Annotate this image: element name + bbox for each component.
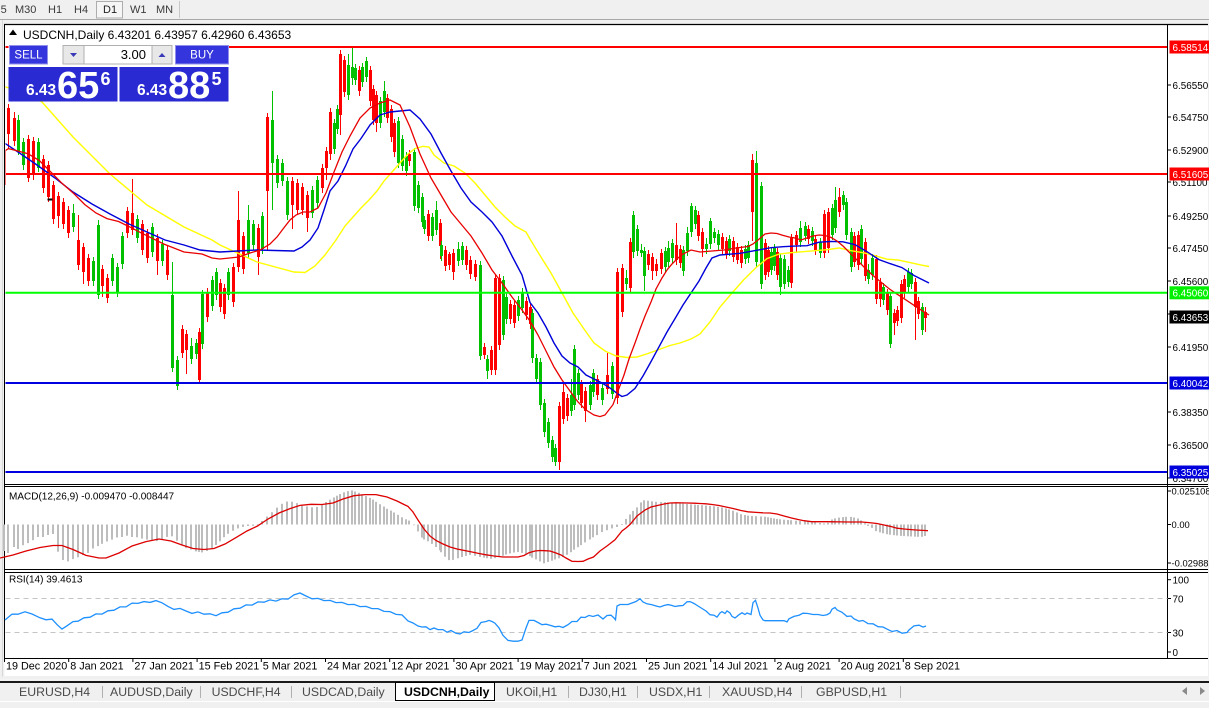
svg-text:6: 6 [101, 69, 111, 89]
svg-text:EURUSD,H4: EURUSD,H4 [19, 685, 90, 699]
svg-text:6.56550: 6.56550 [1173, 81, 1209, 92]
svg-text:6.35025: 6.35025 [1173, 468, 1209, 479]
svg-text:8 Sep 2021: 8 Sep 2021 [905, 661, 960, 673]
svg-text:6.47450: 6.47450 [1173, 244, 1209, 255]
svg-text:24 Mar 2021: 24 Mar 2021 [327, 661, 388, 673]
svg-text:8 Jan 2021: 8 Jan 2021 [70, 661, 123, 673]
svg-text:70: 70 [1173, 594, 1184, 605]
svg-text:6.43: 6.43 [26, 82, 57, 99]
svg-text:XAUUSD,H4: XAUUSD,H4 [722, 685, 793, 699]
svg-text:6.43653: 6.43653 [1173, 313, 1209, 324]
svg-text:6.38350: 6.38350 [1173, 408, 1209, 419]
svg-text:SELL: SELL [14, 50, 43, 62]
svg-text:MACD(12,26,9) -0.009470 -0.008: MACD(12,26,9) -0.009470 -0.008447 [9, 492, 175, 503]
svg-text:AUDUSD,Daily: AUDUSD,Daily [110, 685, 194, 699]
svg-text:6.51605: 6.51605 [1173, 170, 1209, 181]
svg-text:H4: H4 [74, 4, 88, 16]
svg-text:USDX,H1: USDX,H1 [649, 685, 702, 699]
svg-text:6.34700: 6.34700 [1173, 474, 1209, 485]
svg-text:USDCAD,Daily: USDCAD,Daily [302, 685, 386, 699]
svg-text:6.45060: 6.45060 [1173, 289, 1209, 300]
svg-text:6.58514: 6.58514 [1173, 43, 1209, 54]
svg-text:20 Aug 2021: 20 Aug 2021 [841, 661, 902, 673]
svg-text:6.51100: 6.51100 [1173, 178, 1208, 189]
svg-text:2 Aug 2021: 2 Aug 2021 [776, 661, 831, 673]
svg-text:19 May 2021: 19 May 2021 [520, 661, 582, 673]
svg-text:RSI(14) 39.4613: RSI(14) 39.4613 [9, 575, 83, 586]
svg-text:USDCHF,H4: USDCHF,H4 [212, 685, 281, 699]
svg-text:0.00: 0.00 [1172, 519, 1190, 530]
svg-text:BUY: BUY [190, 50, 214, 62]
svg-text:0.025108: 0.025108 [1172, 486, 1209, 497]
svg-text:3.00: 3.00 [121, 47, 146, 62]
svg-text:65: 65 [57, 65, 99, 107]
svg-text:USDCNH,Daily: USDCNH,Daily [404, 685, 490, 699]
svg-text:0: 0 [1173, 648, 1179, 659]
svg-text:30: 30 [1173, 628, 1184, 639]
svg-text:6.36500: 6.36500 [1173, 441, 1209, 452]
svg-text:15 Feb 2021: 15 Feb 2021 [199, 661, 260, 673]
svg-text:12 Apr 2021: 12 Apr 2021 [391, 661, 449, 673]
svg-text:27 Jan 2021: 27 Jan 2021 [134, 661, 193, 673]
svg-text:6.40042: 6.40042 [1173, 379, 1209, 390]
svg-text:D1: D1 [103, 4, 117, 16]
svg-text:USDCNH,Daily 6.43201 6.43957: USDCNH,Daily 6.43201 6.43957 6.42960 6.4… [23, 28, 292, 42]
svg-text:6.52900: 6.52900 [1173, 146, 1209, 157]
svg-text:5 Mar 2021: 5 Mar 2021 [263, 661, 318, 673]
svg-text:W1: W1 [130, 4, 147, 16]
svg-text:100: 100 [1173, 576, 1190, 587]
svg-text:M30: M30 [15, 4, 36, 16]
svg-text:H1: H1 [48, 4, 62, 16]
svg-text:19 Dec 2020: 19 Dec 2020 [6, 661, 67, 673]
svg-text:14 Jul 2021: 14 Jul 2021 [712, 661, 768, 673]
svg-text:6.43: 6.43 [137, 82, 168, 99]
svg-text:30 Apr 2021: 30 Apr 2021 [455, 661, 513, 673]
svg-text:7 Jun 2021: 7 Jun 2021 [584, 661, 637, 673]
svg-text:6.45600: 6.45600 [1173, 277, 1209, 288]
svg-text:DJ30,H1: DJ30,H1 [579, 685, 627, 699]
svg-text:5: 5 [212, 69, 222, 89]
svg-text:6.41950: 6.41950 [1173, 343, 1209, 354]
svg-text:UKOil,H1: UKOil,H1 [506, 685, 557, 699]
svg-text:M5: M5 [0, 4, 7, 16]
svg-text:MN: MN [156, 4, 173, 16]
svg-text:GBPUSD,H1: GBPUSD,H1 [816, 685, 887, 699]
svg-text:25 Jun 2021: 25 Jun 2021 [648, 661, 707, 673]
svg-text:6.49250: 6.49250 [1173, 212, 1209, 223]
svg-text:6.54750: 6.54750 [1173, 113, 1209, 124]
svg-text:88: 88 [168, 65, 210, 107]
